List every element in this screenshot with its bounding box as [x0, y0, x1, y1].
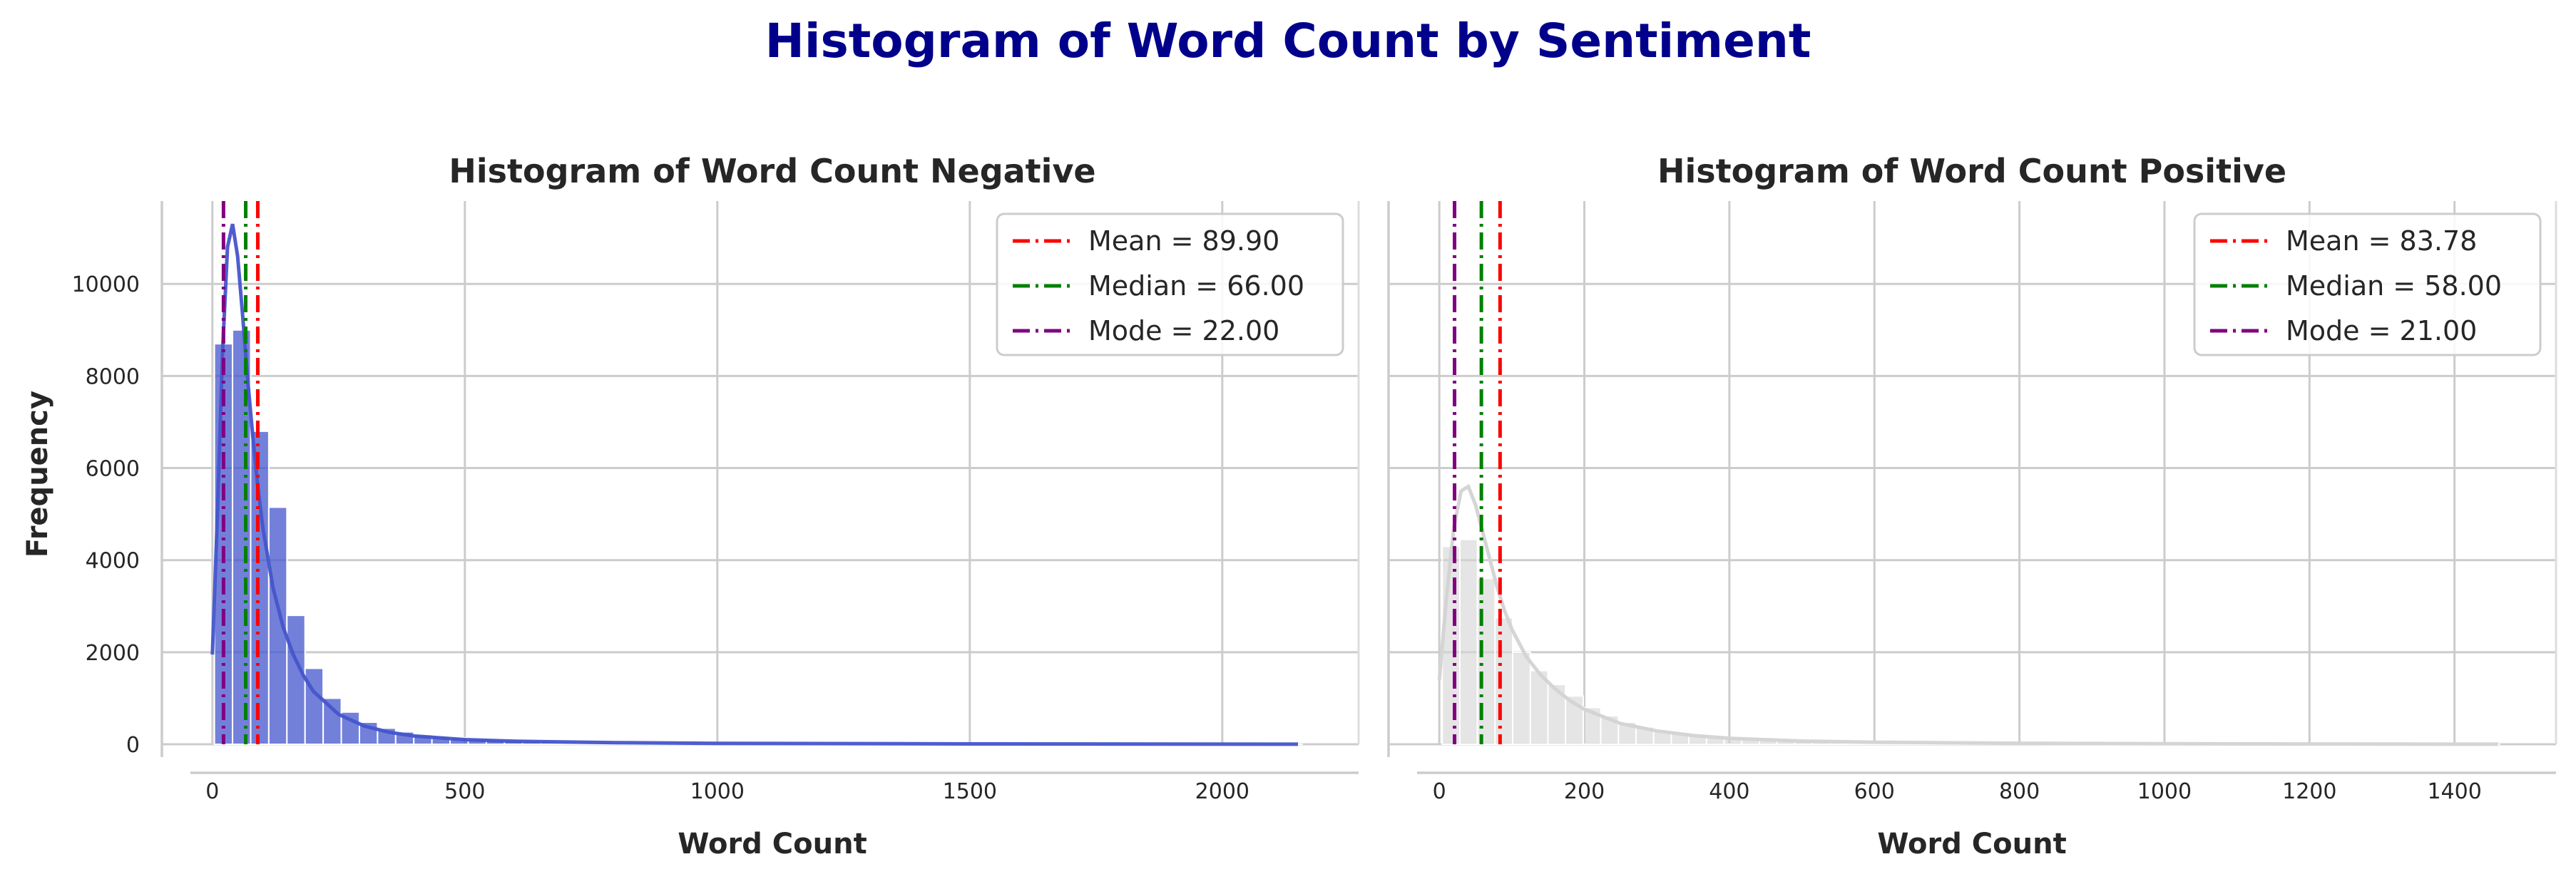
legend-label: Mode = 21.00: [2286, 315, 2477, 346]
legend-label: Mode = 22.00: [1088, 315, 1279, 346]
legend-label: Median = 58.00: [2286, 270, 2502, 302]
panel-title-positive: Histogram of Word Count Positive: [1657, 152, 2286, 190]
x-tick-label: 600: [1854, 779, 1895, 804]
x-tick-label: 1500: [943, 779, 997, 804]
histogram-bar: [1495, 617, 1513, 744]
x-tick-label: 500: [444, 779, 485, 804]
panel-positive: Histogram of Word Count Positive Word Co…: [1389, 152, 2556, 860]
kde-curve: [1439, 486, 2498, 744]
x-tick-label: 1000: [2137, 779, 2192, 804]
legend-label: Mean = 89.90: [1088, 225, 1279, 257]
y-tick-label: 2000: [86, 641, 140, 666]
y-tick-label: 8000: [86, 364, 140, 389]
legend: Mean = 83.78 Median = 58.00 Mode = 21.00: [2194, 214, 2540, 355]
histogram-bar: [1460, 540, 1478, 744]
histogram-bar: [250, 431, 268, 744]
y-tick-label: 0: [126, 733, 140, 758]
y-tick-label: 4000: [86, 549, 140, 574]
plot-area-negative: 0 500 1000 1500 2000 0 2000 4000 6000 8000 10000 Me…: [72, 201, 1359, 804]
y-tick-label: 10000: [72, 272, 140, 297]
figure-title: Histogram of Word Count by Sentiment: [765, 14, 1811, 68]
histogram-bar: [1442, 546, 1460, 744]
x-axis-label-positive: Word Count: [1877, 828, 2066, 860]
x-tick-label: 0: [1433, 779, 1446, 804]
x-tick-label: 200: [1564, 779, 1605, 804]
legend-label: Median = 66.00: [1088, 270, 1304, 302]
legend: Mean = 89.90 Median = 66.00 Mode = 22.00: [997, 214, 1343, 355]
histogram-bar: [323, 698, 341, 744]
x-axis-label-negative: Word Count: [678, 828, 867, 860]
x-tick-label: 0: [205, 779, 219, 804]
panel-title-negative: Histogram of Word Count Negative: [449, 152, 1095, 190]
x-tick-label: 1000: [690, 779, 745, 804]
x-tick-label: 2000: [1195, 779, 1249, 804]
x-tick-label: 1200: [2282, 779, 2336, 804]
histogram-bar: [287, 615, 305, 744]
histogram-bar: [1513, 652, 1530, 744]
y-axis-label: Frequency: [21, 391, 54, 557]
plot-area-positive: 0 200 400 600 800 1000 1200 1400 Mean = 83.78 Med…: [1389, 201, 2556, 804]
x-tick-label: 800: [1999, 779, 2040, 804]
x-tick-label: 1400: [2427, 779, 2481, 804]
panel-negative: Histogram of Word Count Negative Word Co…: [21, 152, 1359, 860]
x-tick-label: 400: [1709, 779, 1749, 804]
legend-label: Mean = 83.78: [2286, 225, 2477, 257]
y-tick-label: 6000: [86, 457, 140, 482]
